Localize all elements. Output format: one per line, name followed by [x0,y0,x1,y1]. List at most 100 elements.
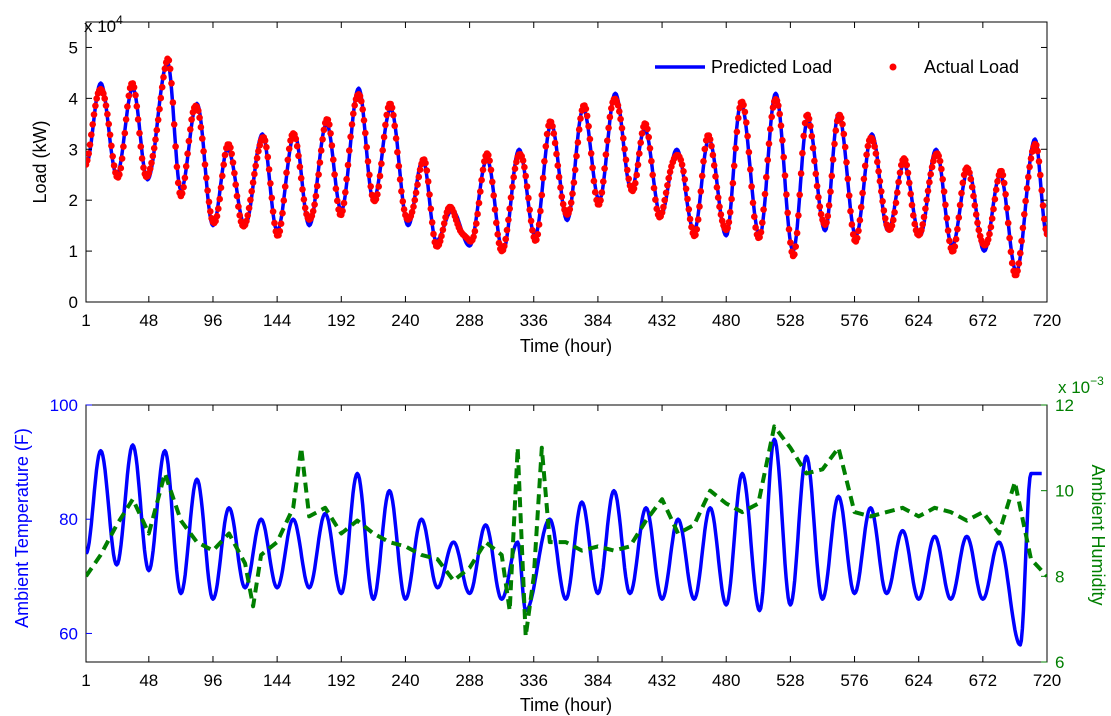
actual-load-point [666,168,674,176]
actual-load-point [824,212,832,220]
actual-load-point [104,110,111,118]
actual-load-point [136,129,143,137]
actual-load-point [906,179,913,187]
ambient-x-ticks: 1 48 96 144 192 240 288 336 384 432 480 528 576 624 67… [81,405,1061,690]
actual-load-point [490,192,498,199]
actual-load-point [706,136,714,143]
actual-load-point [424,178,432,185]
actual-load-point [752,224,759,231]
actual-load-point [248,188,255,195]
actual-load-point [879,198,886,205]
actual-load-point [173,163,181,171]
actual-load-point [160,73,167,81]
actual-load-point [971,202,979,209]
actual-load-point [583,112,591,120]
actual-load-point [620,135,627,142]
actual-load-point [537,207,544,215]
actual-load-point [207,208,214,215]
actual-load-point [277,220,285,227]
actual-load-point [1006,234,1013,242]
ambient-x-tick-label: 48 [139,671,158,690]
actual-load-point [359,106,367,113]
actual-load-point [935,152,942,160]
actual-load-point [799,149,806,157]
actual-load-point [161,65,169,72]
actual-load-point [493,219,500,227]
actual-load-point [725,218,733,226]
actual-load-point [269,208,277,215]
actual-load-point [392,135,400,142]
ambient-x-tick-label: 96 [204,671,223,690]
actual-load-point [344,161,352,169]
actual-load-point [709,151,717,159]
humidity-y-multiplier: x 10−3 [1058,374,1104,397]
load-x-tick-label: 96 [204,311,223,330]
load-y-axis-label: Load (kW) [30,120,50,203]
actual-load-point [439,226,447,234]
ambient-x-tick-label: 480 [712,671,740,690]
actual-load-point [577,115,584,122]
actual-load-point [158,83,166,91]
load-y-tick-label: 1 [69,242,78,261]
actual-load-point [685,206,693,213]
actual-load-point [761,190,769,198]
actual-load-point [526,206,533,214]
actual-load-point [940,188,948,195]
actual-load-point [170,121,178,128]
actual-load-point [841,143,849,151]
actual-load-point [232,181,239,188]
actual-load-point [661,196,668,204]
actual-load-point [740,101,747,109]
actual-load-point [408,208,416,216]
actual-load-point [625,175,632,183]
actual-load-point [299,186,306,193]
actual-load-point [880,207,888,214]
load-y-tick-label: 2 [69,191,78,210]
actual-load-point [281,183,289,190]
actual-load-point [805,115,813,123]
actual-load-point [807,122,814,130]
actual-load-point [960,171,968,179]
actual-load-point [688,223,695,231]
actual-load-point [422,159,429,167]
actual-load-point [180,183,187,191]
actual-load-point [1037,171,1044,179]
actual-load-point [168,80,175,87]
actual-load-point [1014,267,1021,275]
actual-load-point [910,212,917,219]
actual-load-point [875,168,882,175]
actual-load-point [360,117,368,124]
load-x-tick-label: 336 [520,311,548,330]
actual-load-point [363,143,371,151]
actual-load-point [938,165,945,173]
actual-load-point [388,104,396,111]
actual-load-point [878,188,885,195]
actual-load-point [489,178,496,186]
actual-load-point [1018,237,1025,245]
actual-load-point [174,179,182,187]
actual-load-point [213,212,221,220]
load-y-tick-label: 3 [69,140,78,159]
actual-load-point [347,133,354,141]
actual-load-point [1039,202,1047,209]
actual-load-point [895,178,902,186]
actual-load-point [559,200,567,208]
actual-load-point [414,181,421,188]
actual-load-point [646,145,654,152]
actual-load-point [570,179,578,186]
actual-load-point [573,152,580,160]
actual-load-point [319,136,326,143]
actual-load-point [86,141,94,148]
actual-load-point [1025,173,1032,181]
load-x-tick-label: 288 [455,311,483,330]
actual-load-point [601,165,608,172]
actual-load-point [942,201,949,209]
actual-load-point [783,191,790,198]
actual-load-point [624,166,631,174]
actual-load-point [188,116,195,123]
actual-load-point [110,162,118,169]
load-x-tick-label: 144 [263,311,291,330]
actual-load-point [442,214,449,221]
actual-load-point [157,94,165,102]
